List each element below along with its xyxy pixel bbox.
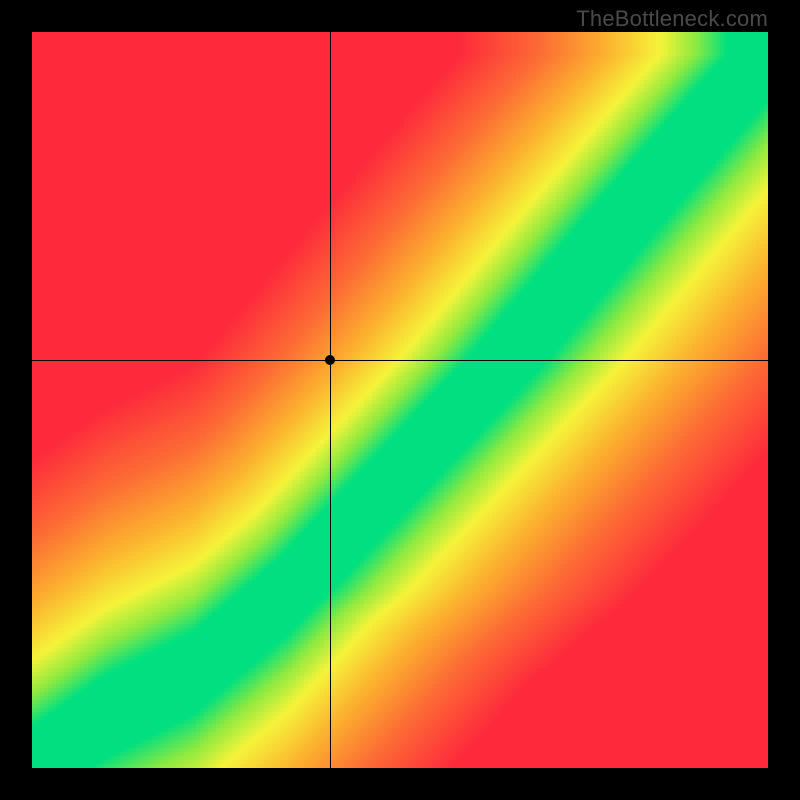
crosshair-horizontal — [32, 360, 768, 361]
crosshair-marker — [325, 355, 335, 365]
heatmap-canvas — [32, 32, 768, 768]
watermark-text: TheBottleneck.com — [576, 6, 768, 32]
crosshair-vertical — [330, 32, 331, 768]
heatmap-plot — [32, 32, 768, 768]
